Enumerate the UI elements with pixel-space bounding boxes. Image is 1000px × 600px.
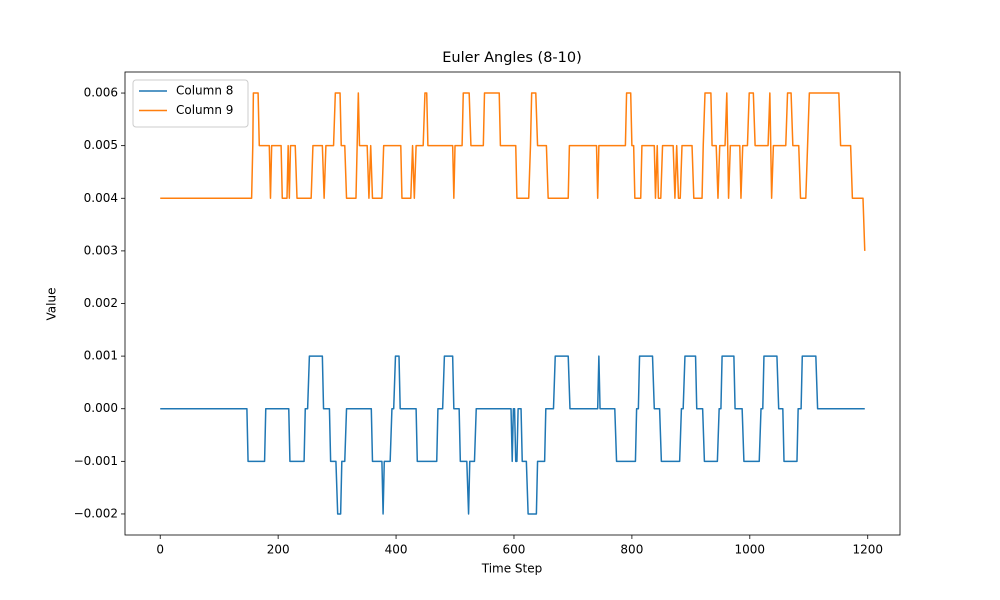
legend: Column 8 Column 9 [132, 79, 249, 128]
data-line [160, 355, 865, 515]
x-tick-label: 200 [267, 543, 290, 557]
y-axis-label: Value [45, 288, 59, 321]
data-line [160, 92, 866, 251]
x-tick-label: 1000 [735, 543, 766, 557]
y-tick-label: 0.002 [84, 296, 118, 310]
y-tick-label: −0.002 [74, 506, 118, 520]
x-tick-label: 1200 [852, 543, 883, 557]
legend-label: Column 8 [176, 84, 233, 98]
plot-frame [124, 71, 901, 536]
x-axis-label: Time Step [481, 562, 543, 576]
y-tick-label: 0.003 [84, 243, 118, 257]
y-tick-label: −0.001 [74, 454, 118, 468]
y-tick-label: 0.000 [84, 401, 118, 415]
y-tick-label: 0.005 [84, 138, 118, 152]
y-tick-label: 0.001 [84, 349, 118, 363]
legend-label: Column 9 [176, 103, 233, 117]
y-tick-label: 0.004 [84, 191, 118, 205]
chart-title: Euler Angles (8-10) [442, 50, 582, 66]
x-tick-label: 800 [620, 543, 643, 557]
x-tick-label: 0 [156, 543, 164, 557]
x-tick-label: 400 [385, 543, 408, 557]
y-tick-label: 0.006 [84, 86, 118, 100]
x-tick-label: 600 [503, 543, 526, 557]
